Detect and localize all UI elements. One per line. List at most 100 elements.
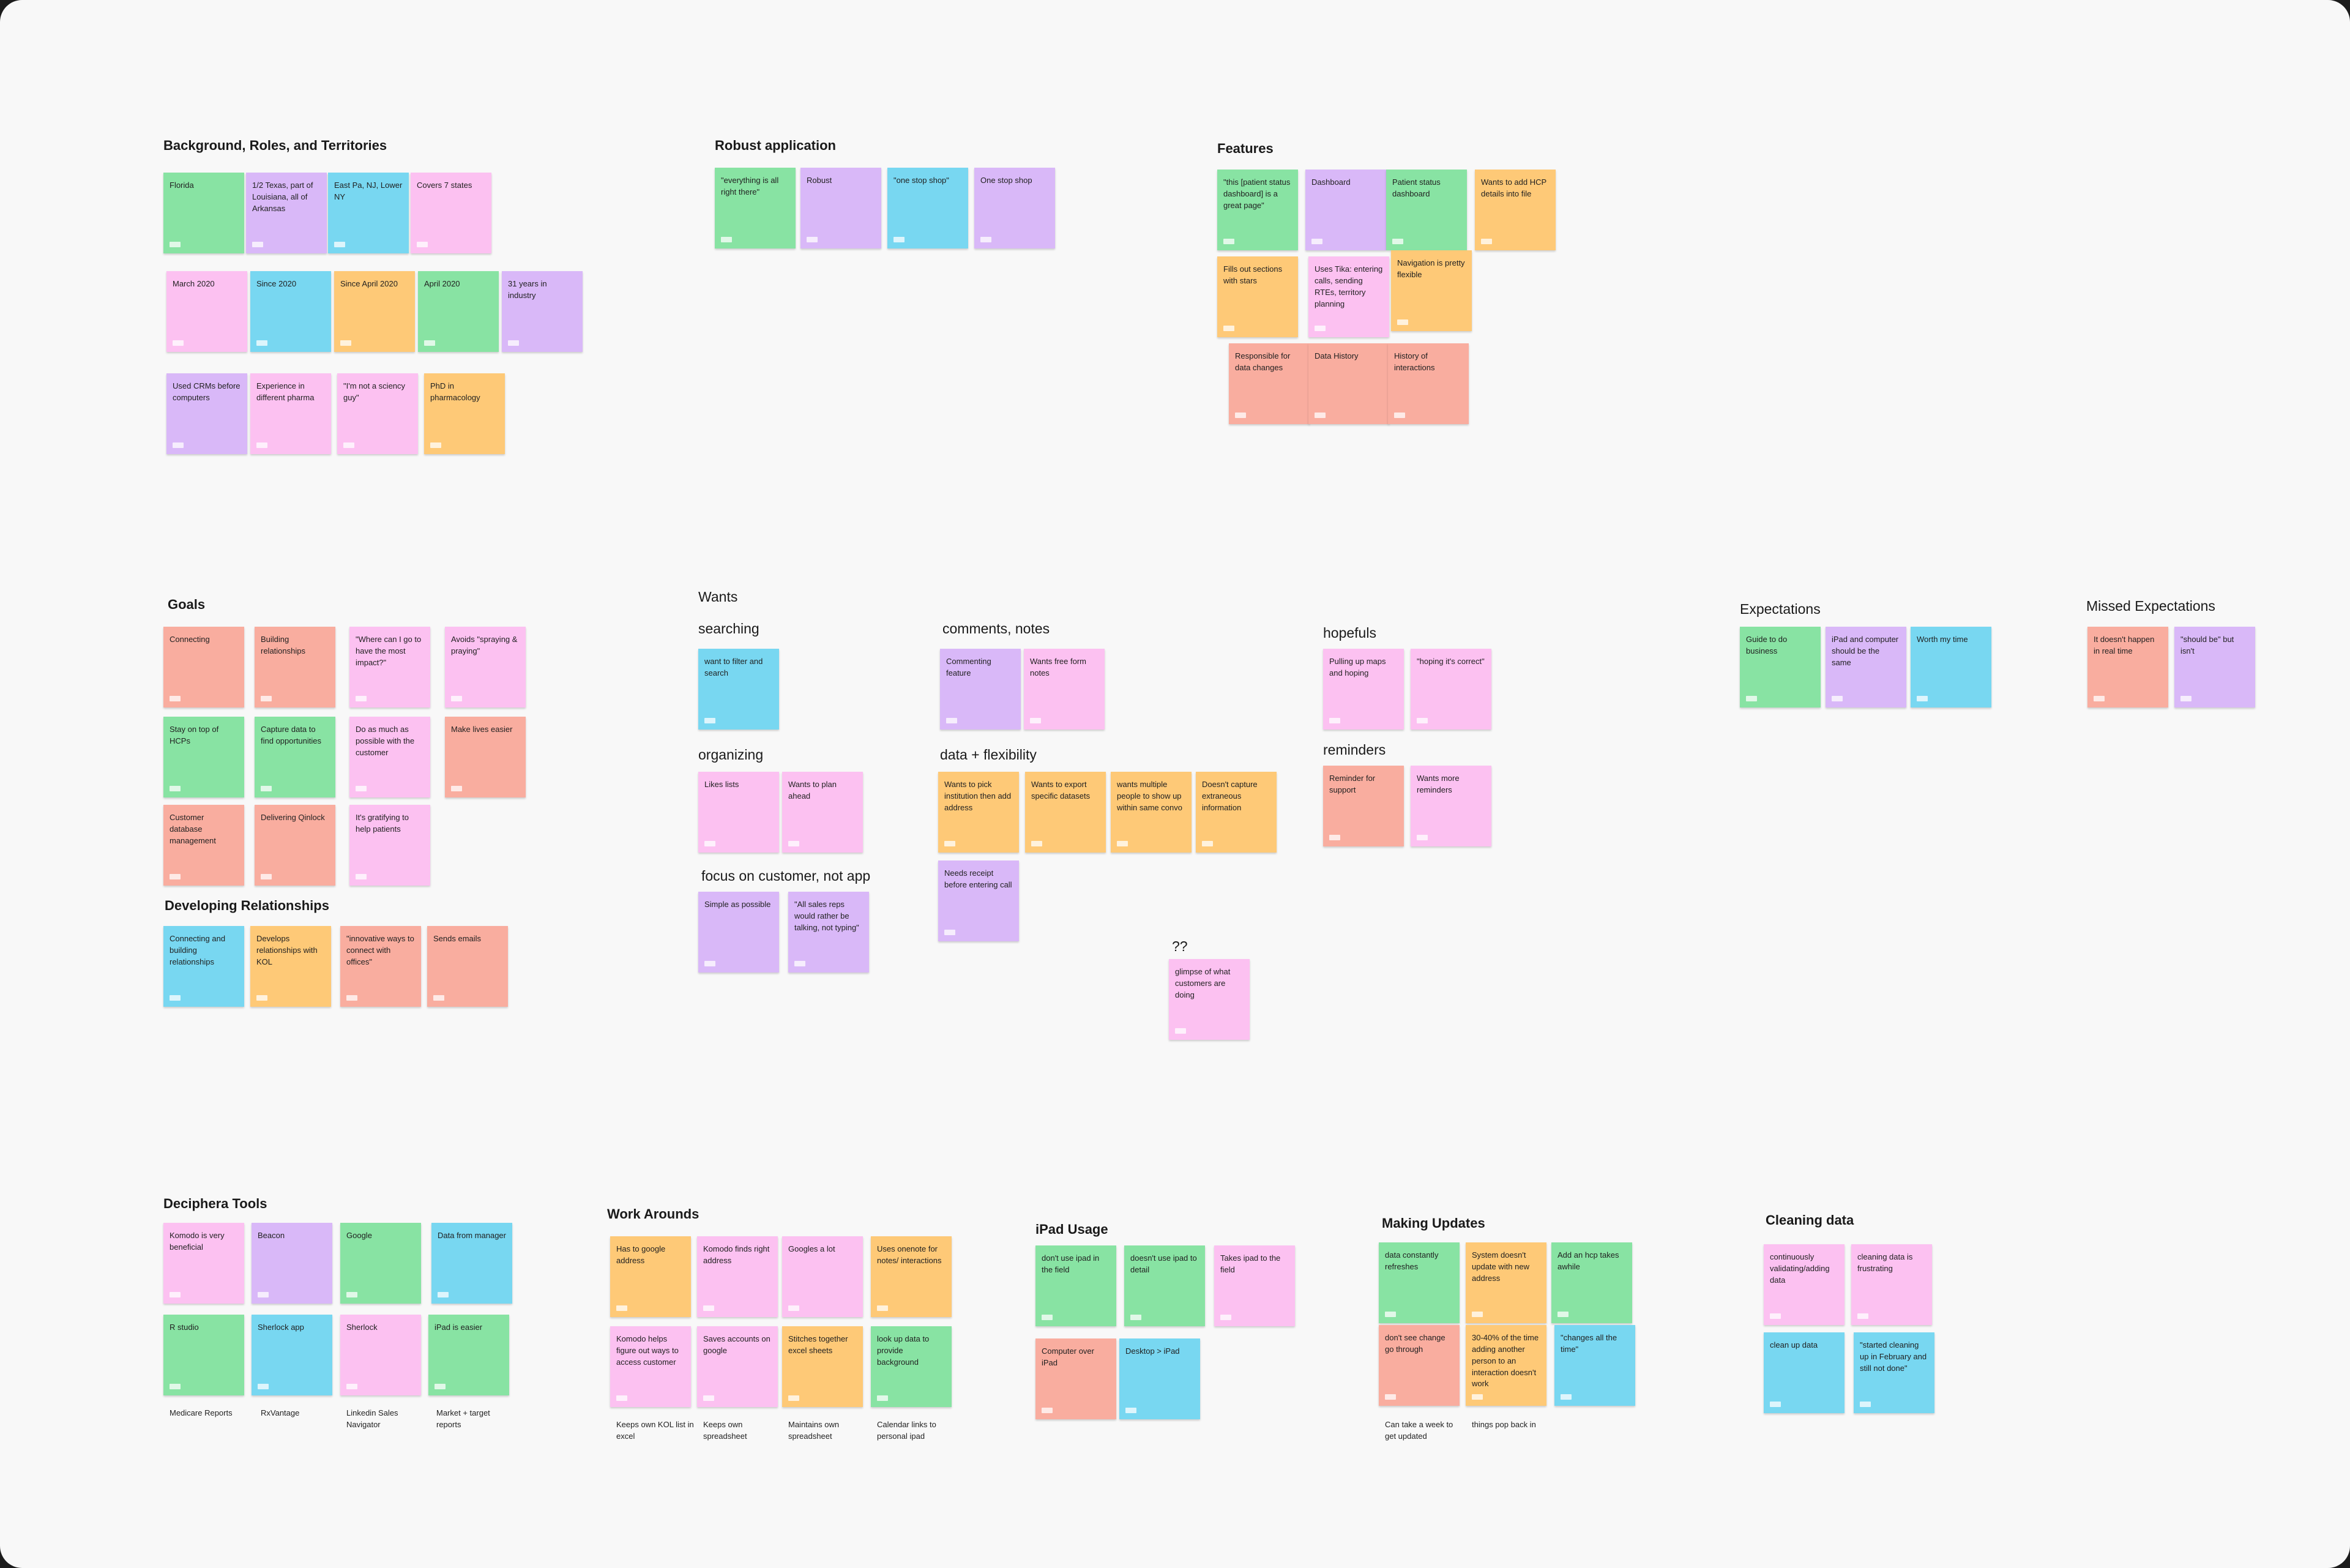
author-tag [346,995,357,1001]
note-text: 30-40% of the time adding another person… [1472,1333,1539,1389]
sticky-note: 1/2 Texas, part of Louisiana, all of Ark… [246,173,327,253]
note-text: Doesn't capture extraneous information [1202,780,1258,812]
sticky-note: Guide to do business [1740,627,1821,707]
sticky-note: Uses Tika: entering calls, sending RTEs,… [1308,256,1389,337]
note-text: don't use ipad in the field [1042,1253,1100,1274]
author-tag [794,961,805,966]
note-text: Uses onenote for notes/ interactions [877,1244,942,1265]
sticky-note: Saves accounts on google [697,1326,778,1407]
author-tag [1175,1028,1186,1034]
author-tag [1394,413,1405,418]
note-text: Guide to do business [1746,635,1788,655]
note-text: cleaning data is frustrating [1857,1252,1913,1273]
author-tag [256,442,267,448]
note-text: "everything is all right there" [721,176,779,196]
author-tag [430,442,441,448]
caption: Can take a week to get updated [1385,1420,1453,1441]
sticky-note: Wants to plan ahead [782,772,863,853]
sticky-note: "Where can I go to have the most impact?… [349,627,430,707]
author-tag [433,995,444,1001]
author-tag [946,718,957,723]
note-text: Worth my time [1917,635,1968,644]
author-tag [340,340,351,346]
note-text: "Where can I go to have the most impact?… [356,635,422,667]
author-tag [173,340,184,346]
group-title: Background, Roles, and Territories [163,138,387,153]
note-text: Computer over iPad [1042,1346,1094,1367]
sticky-note: Wants more reminders [1411,766,1491,846]
note-text: Stay on top of HCPs [170,725,219,745]
caption: RxVantage [261,1408,300,1417]
author-tag [877,1395,888,1401]
author-tag [256,995,267,1001]
sticky-note: Stitches together excel sheets [782,1326,863,1407]
author-tag [261,874,272,879]
author-tag [1746,696,1757,701]
caption: Medicare Reports [170,1408,233,1417]
subgroup-title: data + flexibility [940,747,1037,763]
sticky-note: Connecting and building relationships [163,926,244,1007]
author-tag [170,786,181,791]
author-tag [170,995,181,1001]
author-tag [1417,718,1428,723]
note-text: Has to google address [616,1244,666,1265]
author-tag [1392,239,1403,244]
author-tag [258,1292,269,1297]
note-text: Wants to add HCP details into file [1481,177,1546,198]
sticky-note: April 2020 [418,271,499,352]
sticky-note: Sherlock app [252,1315,332,1395]
author-tag [451,696,462,701]
author-tag [1770,1313,1781,1319]
author-tag [1917,696,1928,701]
note-text: R studio [170,1323,199,1332]
author-tag [1472,1394,1483,1400]
sticky-note: clean up data [1764,1332,1845,1413]
group-title: Making Updates [1382,1215,1485,1231]
sticky-note: Desktop > iPad [1119,1338,1200,1419]
sticky-note: Covers 7 states [411,173,491,253]
sticky-note: "innovative ways to connect with offices… [340,926,421,1007]
sticky-note: Has to google address [610,1236,691,1317]
sticky-note: iPad is easier [428,1315,509,1395]
sticky-note: iPad and computer should be the same [1826,627,1906,707]
note-text: East Pa, NJ, Lower NY [334,181,403,201]
note-text: wants multiple people to show up within … [1117,780,1182,812]
note-text: Komodo is very beneficial [170,1231,225,1252]
sticky-note: Connecting [163,627,244,707]
sticky-note: Dashboard [1305,170,1386,250]
sticky-note: Building relationships [255,627,335,707]
author-tag [256,340,267,346]
author-tag [170,1384,181,1389]
author-tag [788,1305,799,1311]
sticky-note: don't use ipad in the field [1035,1245,1116,1326]
note-text: doesn't use ipad to detail [1130,1253,1197,1274]
sticky-note: Used CRMs before computers [166,373,247,454]
group-title: Features [1217,141,1274,156]
author-tag [258,1384,269,1389]
group-title: Missed Expectations [2086,598,2215,614]
sticky-note: History of interactions [1388,343,1469,424]
author-tag [1770,1402,1781,1407]
author-tag [703,1395,714,1401]
note-text: Used CRMs before computers [173,381,241,402]
note-text: System doesn't update with new address [1472,1250,1529,1283]
sticky-note: Navigation is pretty flexible [1391,250,1472,331]
group-title: Expectations [1740,601,1821,617]
note-text: Make lives easier [451,725,513,734]
sticky-note: Do as much as possible with the customer [349,717,430,797]
sticky-note: Robust [800,168,881,248]
author-tag [1130,1315,1141,1320]
author-tag [170,242,181,247]
sticky-note: Computer over iPad [1035,1338,1116,1419]
sticky-note: Fills out sections with stars [1217,256,1298,337]
author-tag [807,237,818,242]
sticky-note: Customer database management [163,805,244,886]
note-text: "All sales reps would rather be talking,… [794,900,859,932]
note-text: PhD in pharmacology [430,381,480,402]
note-text: One stop shop [980,176,1032,185]
subgroup-title: comments, notes [942,621,1050,637]
author-tag [1832,696,1843,701]
author-tag [1385,1394,1396,1400]
author-tag [173,442,184,448]
note-text: Google [346,1231,372,1240]
